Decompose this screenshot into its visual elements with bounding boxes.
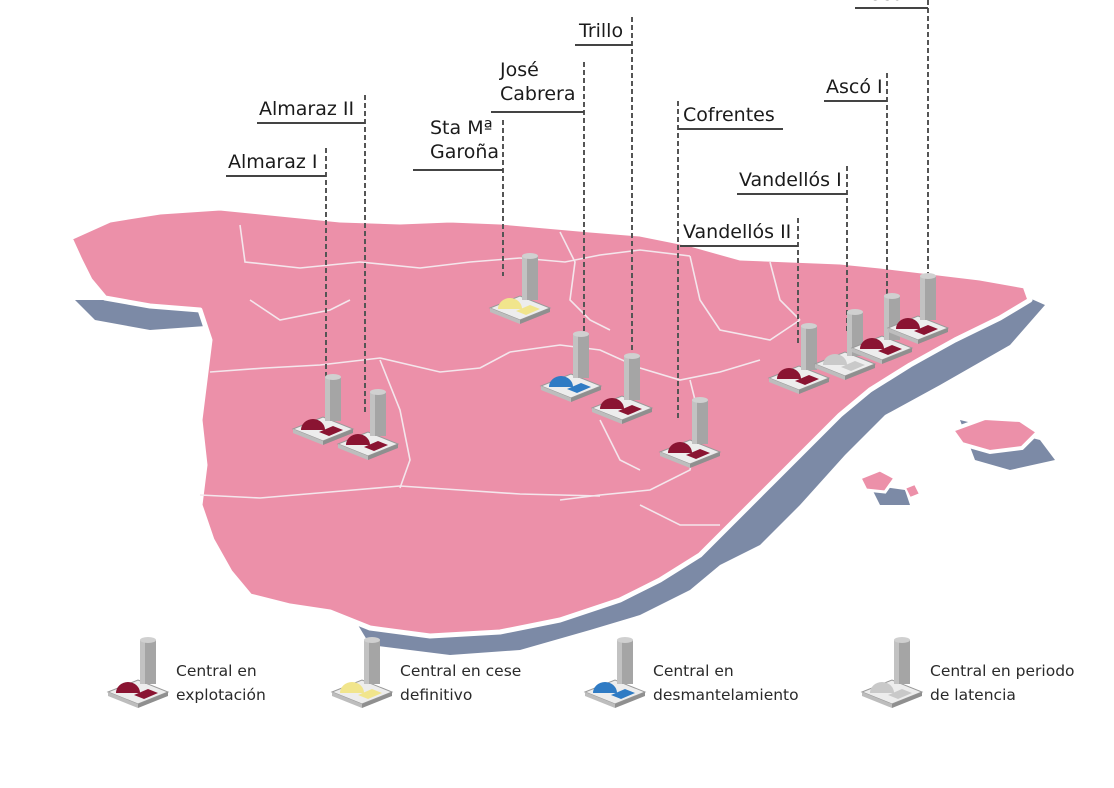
turbine-block bbox=[686, 449, 710, 459]
legend-label-dismantling: desmantelamiento bbox=[653, 686, 799, 704]
turbine-block bbox=[888, 689, 912, 699]
region-borders bbox=[199, 224, 801, 526]
reactor-dome bbox=[777, 368, 801, 379]
plant-label-sta-garona: Garoña bbox=[430, 141, 499, 163]
turbine-block bbox=[841, 361, 865, 371]
plant-marker-asco-ii bbox=[886, 273, 950, 344]
plant-marker-trillo bbox=[590, 353, 654, 424]
plant-label-jose-cabrera: José bbox=[499, 59, 539, 81]
turbine-block bbox=[795, 375, 819, 385]
reactor-dome bbox=[593, 682, 617, 693]
legend-icon-operating bbox=[106, 637, 170, 708]
legend-label-latency: Central en periodo bbox=[930, 662, 1075, 680]
reactor-dome bbox=[340, 682, 364, 693]
plant-marker-sta-garona bbox=[488, 253, 552, 324]
reactor-dome bbox=[668, 442, 692, 453]
legend-label-operating: Central en bbox=[176, 662, 257, 680]
plant-markers bbox=[291, 253, 950, 468]
plant-label-cofrentes: Cofrentes bbox=[683, 104, 775, 126]
plant-marker-vandellos-i bbox=[813, 309, 877, 380]
reactor-dome bbox=[549, 376, 573, 387]
plant-label-vandellos-ii: Vandellós II bbox=[683, 221, 791, 243]
reactor-dome bbox=[301, 419, 325, 430]
turbine-block bbox=[914, 325, 938, 335]
turbine-block bbox=[567, 383, 591, 393]
turbine-block bbox=[134, 689, 158, 699]
plant-marker-almaraz-ii bbox=[336, 389, 400, 460]
reactor-dome bbox=[870, 682, 894, 693]
reactor-dome bbox=[823, 354, 847, 365]
turbine-block bbox=[364, 441, 388, 451]
plant-label-almaraz-i: Almaraz I bbox=[228, 151, 318, 173]
plant-label-vandellos-i: Vandellós I bbox=[739, 169, 842, 191]
legend-label-dismantling: Central en bbox=[653, 662, 734, 680]
balearic-islands bbox=[857, 415, 1042, 500]
turbine-block bbox=[516, 305, 540, 315]
plant-marker-jose-cabrera bbox=[539, 331, 603, 402]
legend-icon-ceased bbox=[330, 637, 394, 708]
plant-label-sta-garona: Sta Mª bbox=[430, 117, 493, 139]
legend-icon-dismantling bbox=[583, 637, 647, 708]
reactor-dome bbox=[346, 434, 370, 445]
leader-lines bbox=[226, 0, 929, 420]
plant-marker-almaraz-i bbox=[291, 374, 355, 445]
plant-label-almaraz-ii: Almaraz II bbox=[259, 98, 354, 120]
plant-label-asco-i: Ascó I bbox=[826, 76, 883, 98]
reactor-dome bbox=[860, 338, 884, 349]
turbine-block bbox=[878, 345, 902, 355]
reactor-dome bbox=[116, 682, 140, 693]
plant-label-asco-ii: Ascó II bbox=[858, 0, 920, 5]
turbine-block bbox=[358, 689, 382, 699]
turbine-block bbox=[319, 426, 343, 436]
legend-label-ceased: Central en cese bbox=[400, 662, 521, 680]
plant-label-trillo: Trillo bbox=[578, 20, 623, 42]
legend: Central en explotación Central en cese defi… bbox=[106, 637, 1075, 708]
legend-label-ceased: definitivo bbox=[400, 686, 472, 704]
plant-marker-cofrentes bbox=[658, 397, 722, 468]
turbine-block bbox=[611, 689, 635, 699]
peninsula bbox=[67, 205, 1033, 639]
plant-label-jose-cabrera: Cabrera bbox=[500, 83, 576, 105]
plant-marker-vandellos-ii bbox=[767, 323, 831, 394]
legend-label-latency: de latencia bbox=[930, 686, 1016, 704]
turbine-block bbox=[618, 405, 642, 415]
reactor-dome bbox=[600, 398, 624, 409]
reactor-dome bbox=[896, 318, 920, 329]
legend-icon-latency bbox=[860, 637, 924, 708]
legend-label-operating: explotación bbox=[176, 686, 266, 704]
reactor-dome bbox=[498, 298, 522, 309]
